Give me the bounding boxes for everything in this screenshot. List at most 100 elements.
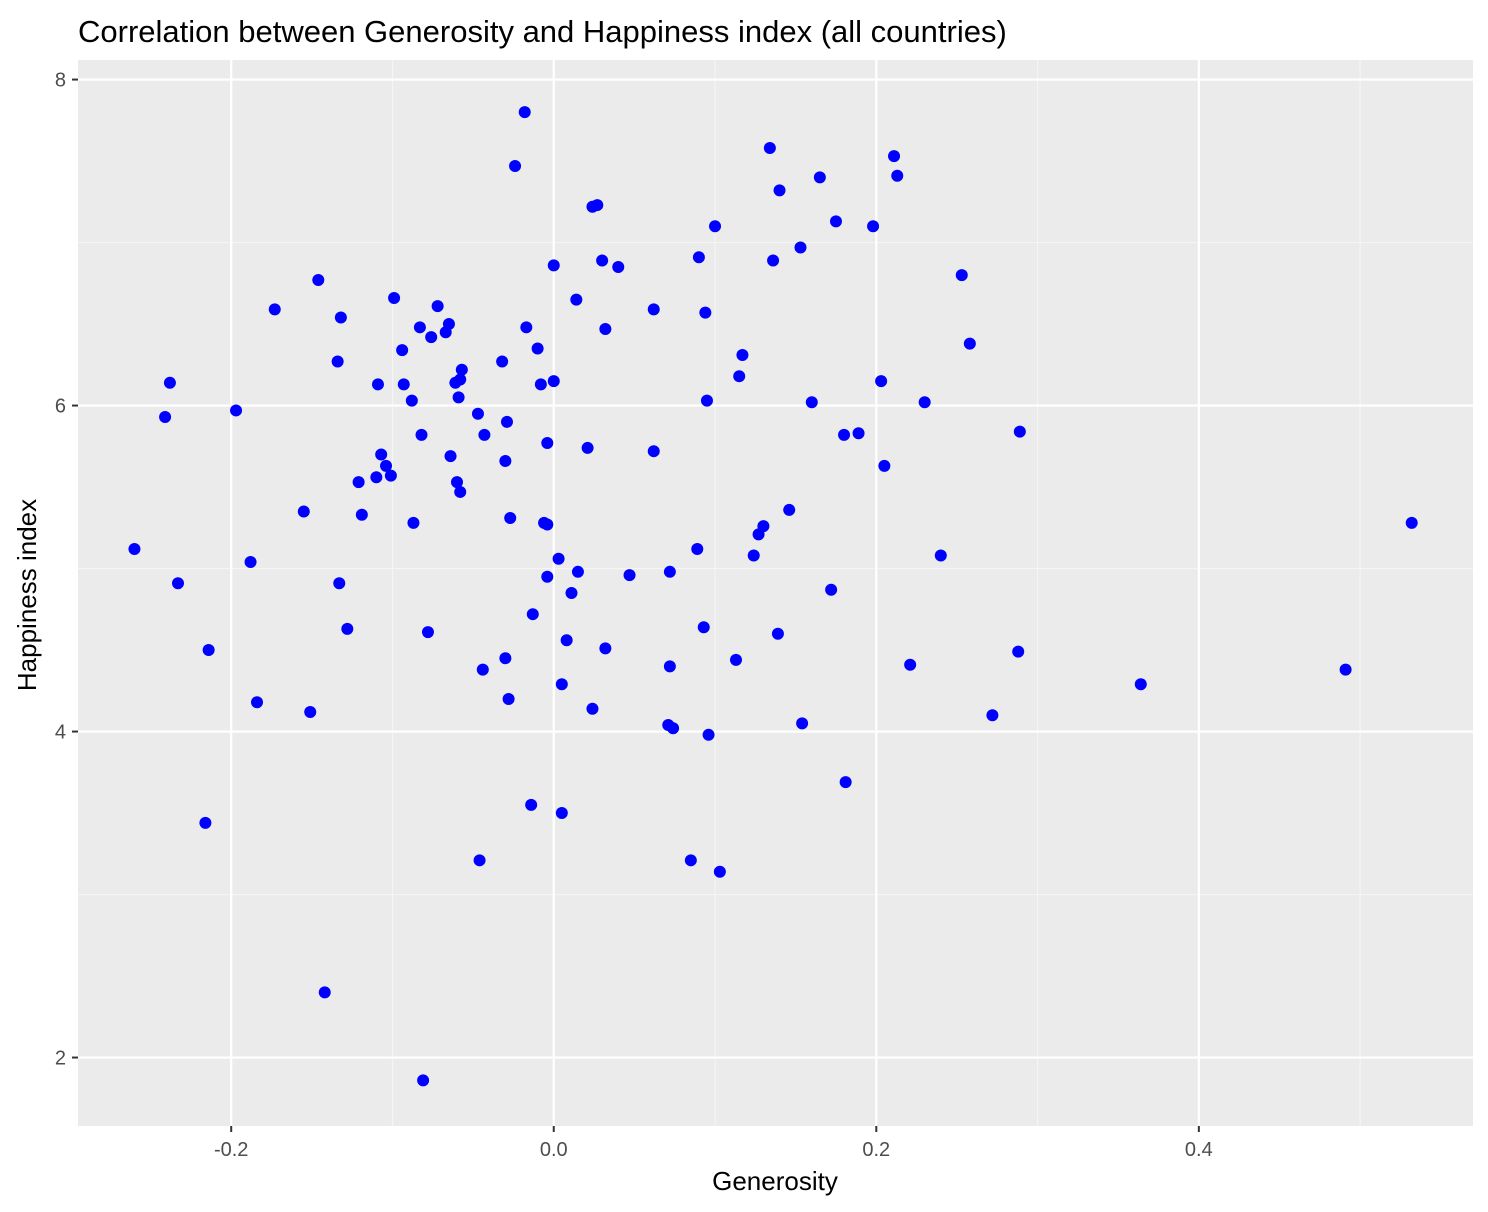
data-point: [663, 660, 676, 673]
data-point: [878, 459, 891, 472]
data-point: [1405, 516, 1418, 529]
data-point: [647, 303, 660, 316]
data-point: [341, 622, 354, 635]
data-point: [667, 722, 680, 735]
data-points: [128, 106, 1418, 1087]
x-axis-title: Generosity: [712, 1166, 838, 1196]
y-tick-label: 8: [55, 70, 66, 92]
data-point: [396, 344, 409, 357]
data-point: [794, 241, 807, 254]
data-point: [596, 254, 609, 267]
data-point: [875, 375, 888, 388]
data-point: [709, 220, 722, 233]
data-point: [541, 437, 554, 450]
data-point: [700, 394, 713, 407]
data-point: [839, 776, 852, 789]
data-point: [541, 570, 554, 583]
data-point: [813, 171, 826, 184]
data-point: [318, 986, 331, 999]
plot-panel: [78, 60, 1473, 1126]
y-tick-label: 6: [55, 396, 66, 418]
data-point: [586, 702, 599, 715]
data-point: [439, 326, 452, 339]
x-tick-label: 0.2: [862, 1139, 890, 1161]
data-point: [509, 159, 522, 172]
data-point: [733, 370, 746, 383]
data-point: [388, 291, 401, 304]
y-tick-label: 2: [55, 1048, 66, 1070]
data-point: [244, 556, 257, 569]
data-point: [525, 798, 538, 811]
data-point: [380, 459, 393, 472]
data-point: [713, 865, 726, 878]
data-point: [471, 407, 484, 420]
x-axis: -0.2 0.0 0.2 0.4: [214, 1126, 1213, 1161]
data-point: [1134, 678, 1147, 691]
data-point: [454, 485, 467, 498]
chart-title: Correlation between Generosity and Happi…: [78, 14, 1007, 49]
data-point: [352, 476, 365, 489]
y-axis-title: Happiness index: [12, 499, 42, 691]
data-point: [444, 450, 457, 463]
data-point: [370, 471, 383, 484]
data-point: [763, 142, 776, 155]
data-point: [904, 658, 917, 671]
data-point: [838, 428, 851, 441]
data-point: [405, 394, 418, 407]
data-point: [986, 709, 999, 722]
data-point: [333, 577, 346, 590]
data-point: [499, 454, 512, 467]
data-point: [888, 150, 901, 163]
data-point: [268, 303, 281, 316]
data-point: [417, 1074, 430, 1087]
data-point: [934, 549, 947, 562]
data-point: [230, 404, 243, 417]
data-point: [752, 528, 765, 541]
data-point: [450, 476, 463, 489]
data-point: [425, 331, 438, 344]
data-point: [331, 355, 344, 368]
data-point: [431, 300, 444, 313]
data-point: [334, 311, 347, 324]
data-point: [407, 516, 420, 529]
data-point: [1012, 645, 1025, 658]
data-point: [571, 565, 584, 578]
data-point: [663, 565, 676, 578]
data-point: [697, 621, 710, 634]
x-tick-label: 0.0: [540, 1139, 568, 1161]
data-point: [623, 569, 636, 582]
data-point: [581, 441, 594, 454]
data-point: [534, 378, 547, 391]
data-point: [171, 577, 184, 590]
data-point: [692, 251, 705, 264]
data-point: [783, 503, 796, 516]
data-point: [502, 692, 515, 705]
data-point: [796, 717, 809, 730]
data-point: [518, 106, 531, 119]
data-point: [586, 200, 599, 213]
major-gridlines: [78, 60, 1473, 1126]
data-point: [918, 396, 931, 409]
data-point: [297, 505, 310, 518]
data-point: [520, 321, 533, 334]
data-point: [452, 391, 465, 404]
data-point: [355, 508, 368, 521]
data-point: [1013, 425, 1026, 438]
x-tick-label: 0.4: [1185, 1139, 1213, 1161]
data-point: [767, 254, 780, 267]
data-point: [599, 322, 612, 335]
data-point: [729, 653, 742, 666]
data-point: [526, 608, 539, 621]
data-point: [747, 549, 760, 562]
data-point: [555, 807, 568, 820]
data-point: [560, 634, 573, 647]
data-point: [647, 445, 660, 458]
data-point: [413, 321, 426, 334]
data-point: [504, 512, 517, 525]
data-point: [684, 854, 697, 867]
y-axis: 2 4 6 8: [55, 70, 78, 1070]
data-point: [312, 274, 325, 287]
data-point: [455, 363, 468, 376]
data-point: [612, 261, 625, 274]
